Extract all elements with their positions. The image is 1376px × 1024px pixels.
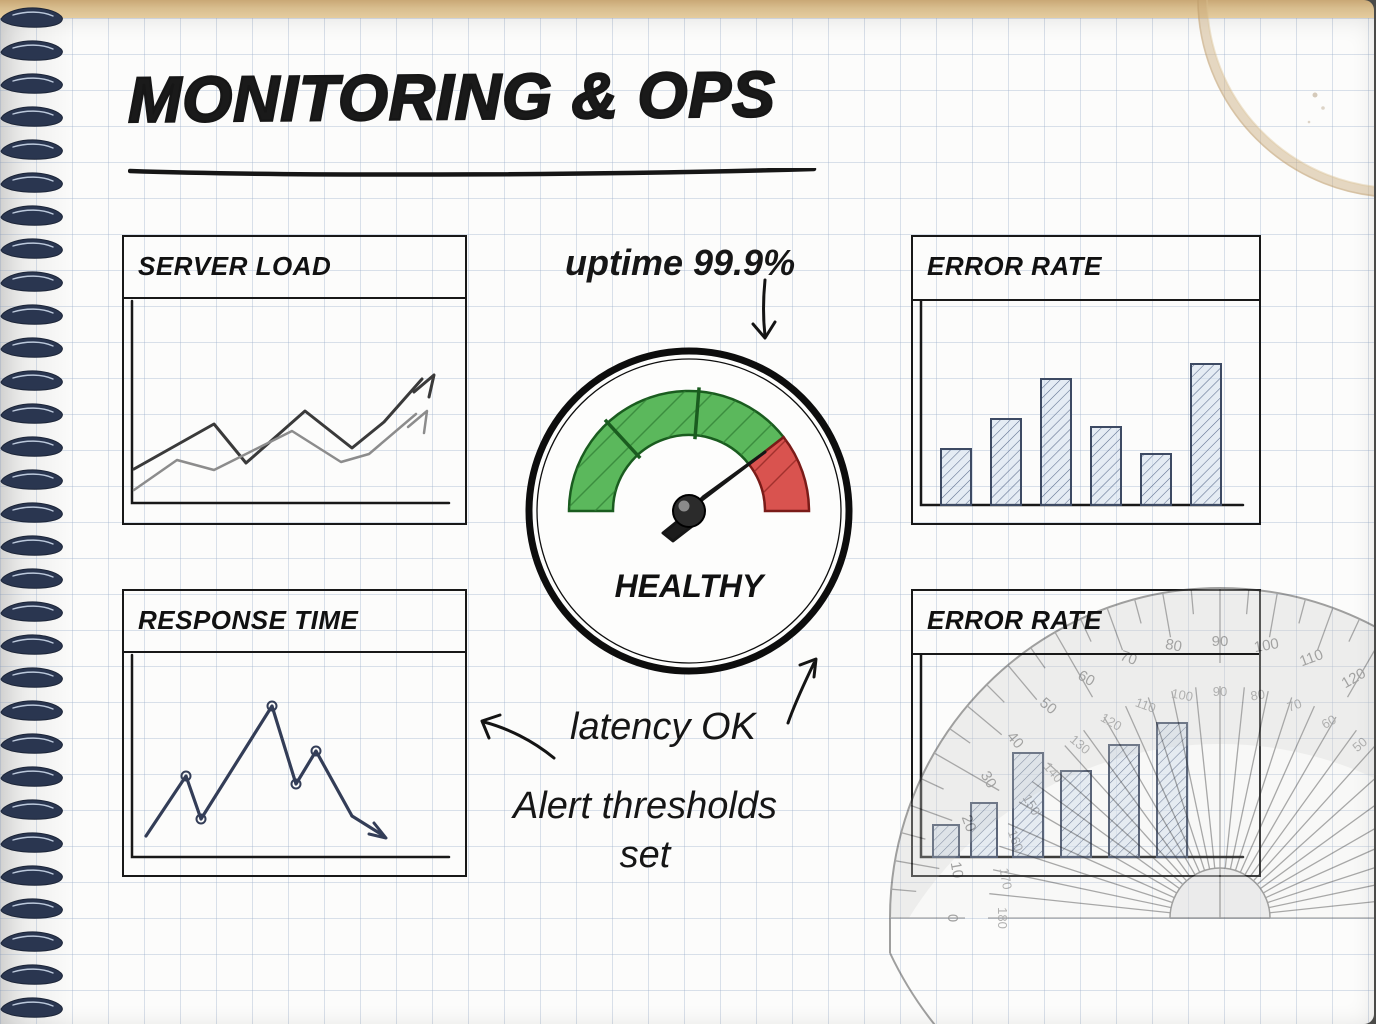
svg-text:HEALTHY: HEALTHY xyxy=(615,568,766,604)
